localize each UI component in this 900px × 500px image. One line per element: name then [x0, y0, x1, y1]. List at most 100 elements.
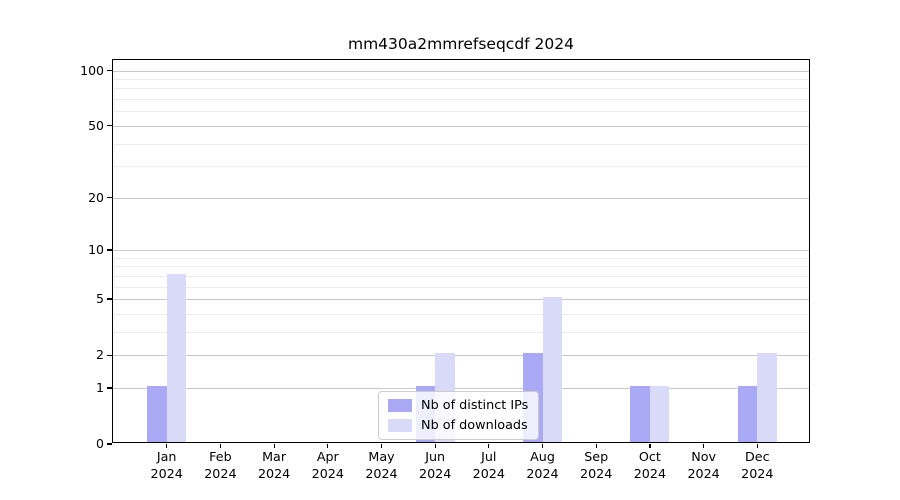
x-tick-label-line: Sep	[584, 449, 609, 464]
y-tick-label: 100	[80, 62, 104, 78]
gridline-major	[113, 125, 809, 127]
x-tick-label-line: Mar	[262, 449, 287, 464]
x-tick-label-line: Dec	[745, 449, 770, 464]
gridline-major	[113, 299, 809, 300]
gridline-major	[113, 249, 809, 251]
gridline-minor	[113, 88, 809, 90]
gridline-minor	[113, 166, 809, 168]
x-tick-mark	[327, 443, 329, 448]
x-tick-label-line: 2024	[257, 465, 291, 481]
x-tick-label-line: Nov	[691, 449, 716, 464]
bar-distinct-ips	[630, 385, 650, 442]
gridline-major	[113, 387, 809, 389]
x-tick-label-line: Jan	[156, 449, 177, 464]
gridlines-layer	[113, 60, 809, 442]
x-tick-label: Dec 2024	[717, 449, 797, 482]
bar-downloads	[166, 273, 187, 442]
x-tick-mark	[166, 443, 168, 448]
x-tick-mark	[595, 443, 597, 448]
x-tick-label: Feb 2024	[180, 449, 260, 482]
legend-swatch-distinct-ips-icon	[388, 399, 412, 412]
y-tick-label: 5	[96, 291, 104, 306]
y-tick-mark	[107, 249, 112, 251]
y-tick-label: 20	[88, 189, 104, 205]
x-tick-mark	[219, 443, 222, 448]
x-tick-label-line: 2024	[311, 465, 344, 481]
y-tick-mark	[107, 125, 112, 127]
x-tick-label: Jun 2024	[395, 449, 475, 482]
x-tick-label: May 2024	[342, 449, 422, 482]
x-tick-mark	[756, 443, 758, 448]
chart-title: mm430a2mmrefseqcdf 2024	[347, 35, 574, 53]
x-tick-label-line: Aug	[530, 449, 555, 464]
x-tick-mark	[488, 443, 490, 448]
y-tick-mark	[107, 69, 112, 72]
gridline-minor	[113, 99, 809, 100]
gridline-minor	[113, 257, 809, 259]
gridline-minor	[113, 143, 809, 145]
x-tick-mark	[541, 443, 544, 448]
gridline-major	[113, 355, 809, 357]
x-tick-label-line: May	[368, 449, 395, 464]
y-tick-mark	[107, 298, 112, 300]
legend-row-downloads: Nb of downloads	[388, 418, 528, 433]
axis-layer: 0 1 2 5 10 20 50 100 Jan 2024 Feb 2024 Mar 2024 Apr 202…	[80, 60, 809, 481]
x-tick-label-line: 2024	[741, 465, 774, 481]
x-tick-label-line: Jul	[481, 449, 497, 464]
x-tick-mark	[703, 443, 705, 448]
y-tick-label: 10	[88, 241, 104, 257]
bar-distinct-ips	[147, 385, 167, 442]
gridline-minor	[113, 286, 809, 288]
legend: Nb of distinct IPs Nb of downloads	[378, 391, 540, 440]
y-tick-label: 2	[96, 347, 104, 363]
y-tick-mark	[107, 197, 112, 199]
x-tick-label: Oct 2024	[610, 449, 690, 482]
y-tick-mark	[107, 354, 112, 356]
gridline-minor	[113, 313, 809, 315]
x-tick-label-line: Apr	[316, 449, 339, 464]
x-tick-label: Sep 2024	[556, 449, 636, 482]
x-tick-label-line: 2024	[526, 465, 559, 481]
x-tick-mark	[273, 443, 275, 448]
x-tick-label-line: 2024	[687, 465, 720, 481]
bar-downloads	[649, 385, 670, 442]
x-tick-label-line: Feb	[209, 449, 232, 464]
x-tick-label: Apr 2024	[288, 449, 368, 482]
legend-swatch-downloads-icon	[388, 419, 412, 432]
x-tick-label-line: 2024	[580, 465, 613, 481]
x-tick-label-line: 2024	[633, 465, 667, 481]
gridline-minor	[113, 111, 809, 113]
x-tick-label: Nov 2024	[664, 449, 744, 482]
x-tick-mark	[649, 443, 651, 448]
x-tick-label: Jul 2024	[449, 449, 529, 482]
y-tick-label: 50	[88, 117, 104, 133]
y-tick-mark	[107, 443, 112, 445]
gridline-major	[113, 197, 809, 199]
x-tick-label: Mar 2024	[234, 449, 314, 482]
legend-label-downloads: Nb of downloads	[421, 418, 528, 433]
legend-label-distinct-ips: Nb of distinct IPs	[421, 398, 529, 413]
x-tick-label-line: 2024	[150, 465, 183, 481]
gridline-minor	[113, 331, 809, 333]
x-tick-label-line: 2024	[365, 465, 398, 481]
gridline-minor	[113, 78, 809, 80]
y-tick-mark	[107, 387, 112, 389]
legend-row-distinct-ips: Nb of distinct IPs	[388, 398, 528, 413]
x-tick-label: Aug 2024	[503, 449, 583, 482]
x-tick-label-line: Oct	[638, 449, 661, 464]
plot-area: 0 1 2 5 10 20 50 100 Jan 2024 Feb 2024 Mar 2024 Apr 202…	[80, 59, 810, 481]
x-tick-label-line: 2024	[204, 465, 237, 481]
y-tick-label: 0	[96, 436, 104, 451]
x-tick-label-line: 2024	[472, 465, 505, 481]
x-tick-label: Jan 2024	[127, 449, 207, 482]
bar-downloads	[542, 297, 562, 442]
x-tick-label-line: 2024	[419, 465, 452, 481]
gridline-major	[113, 70, 809, 72]
x-tick-mark	[380, 443, 383, 448]
y-tick-label: 1	[96, 379, 104, 395]
bar-downloads	[757, 353, 777, 442]
bar-distinct-ips	[737, 385, 758, 442]
gridline-minor	[113, 275, 809, 277]
x-tick-label-line: Jun	[425, 449, 446, 464]
